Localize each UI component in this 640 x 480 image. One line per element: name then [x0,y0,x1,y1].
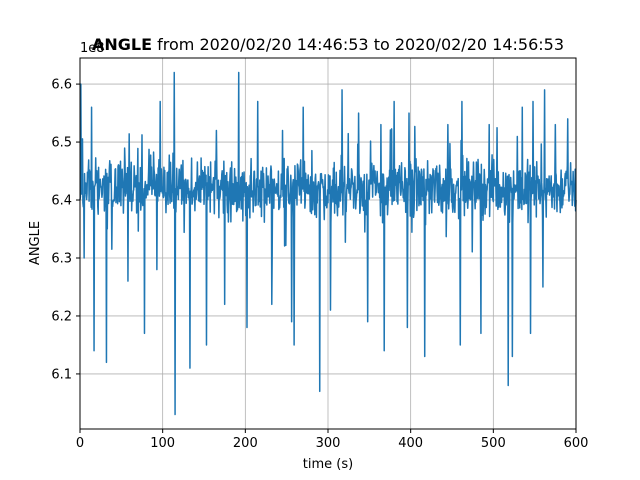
x-tick-label: 600 [564,436,589,451]
y-tick-label: 6.1 [51,367,72,382]
y-tick-label: 6.2 [51,309,72,324]
x-tick-label: 400 [398,436,423,451]
y-tick-label: 6.4 [51,194,72,209]
y-axis-label: ANGLE [28,221,43,265]
x-tick-label: 200 [233,436,258,451]
chart-title-bold: ANGLE [92,35,152,54]
y-axis-ticks: 6.1 6.2 6.3 6.4 6.5 6.6 [51,78,80,382]
x-tick-label: 100 [150,436,175,451]
x-tick-label: 500 [481,436,506,451]
y-tick-label: 6.5 [51,136,72,151]
y-tick-label: 6.3 [51,251,72,266]
y-offset-label: 1e8 [80,41,105,56]
x-axis-ticks: 0 100 200 300 400 500 600 [76,429,589,451]
series-line [79,71,577,416]
x-axis-label: time (s) [303,457,353,472]
series-group [79,71,577,416]
chart-title-rest: from 2020/02/20 14:46:53 to 2020/02/20 1… [152,35,564,54]
y-tick-label: 6.6 [51,78,72,93]
x-tick-label: 300 [316,436,341,451]
x-tick-label: 0 [76,436,84,451]
chart-title: ANGLE from 2020/02/20 14:46:53 to 2020/0… [92,35,564,54]
